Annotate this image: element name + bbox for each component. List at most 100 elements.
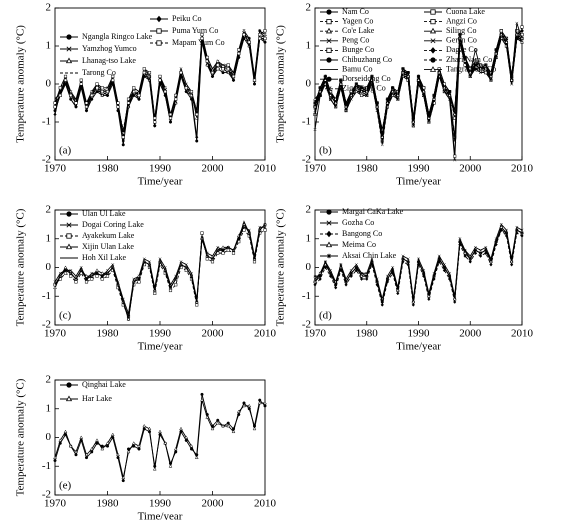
marker xyxy=(505,231,508,235)
marker xyxy=(65,243,73,250)
marker xyxy=(349,274,353,279)
marker xyxy=(326,220,332,226)
marker xyxy=(252,78,257,82)
legend-label: Puma Yum Co xyxy=(172,26,218,35)
marker xyxy=(411,119,416,124)
marker xyxy=(100,90,104,94)
marker xyxy=(360,93,364,97)
marker xyxy=(158,429,162,434)
marker xyxy=(326,9,332,15)
marker xyxy=(263,40,267,44)
marker xyxy=(226,67,230,71)
marker xyxy=(168,120,173,124)
marker xyxy=(173,446,178,451)
marker xyxy=(421,89,426,93)
marker xyxy=(66,222,72,228)
marker xyxy=(359,277,364,281)
marker xyxy=(385,100,390,105)
legend-label: Ngangla Ringco Lake xyxy=(82,32,153,41)
marker xyxy=(344,104,348,109)
marker xyxy=(79,266,83,269)
marker xyxy=(148,260,151,264)
marker xyxy=(416,74,421,79)
marker xyxy=(443,266,446,269)
marker xyxy=(189,444,194,448)
marker xyxy=(221,423,225,428)
x-tick-label: 1980 xyxy=(97,328,120,340)
marker xyxy=(430,38,436,44)
x-axis-label: Time/year xyxy=(396,341,441,353)
marker xyxy=(354,268,359,273)
marker xyxy=(313,279,317,284)
marker xyxy=(132,277,136,281)
marker xyxy=(484,245,488,249)
marker xyxy=(147,426,152,431)
marker xyxy=(231,429,236,434)
marker xyxy=(210,260,215,264)
marker xyxy=(520,40,524,44)
marker xyxy=(121,139,125,143)
marker xyxy=(344,282,348,287)
marker xyxy=(121,143,125,147)
marker xyxy=(132,86,136,90)
marker xyxy=(263,29,267,33)
panel-label: (d) xyxy=(319,310,332,322)
legend-label: Xijin Ulan Lake xyxy=(82,242,134,251)
marker xyxy=(158,74,162,78)
marker xyxy=(84,274,89,278)
marker xyxy=(499,225,504,229)
marker xyxy=(116,452,120,457)
marker xyxy=(116,101,120,105)
marker xyxy=(216,67,220,71)
marker xyxy=(326,38,332,44)
marker xyxy=(473,47,478,52)
marker xyxy=(66,233,72,239)
x-tick-label: 1990 xyxy=(149,163,172,175)
legend-label: Tangra Yum Co xyxy=(446,64,496,73)
legend-label: Cuona Lake xyxy=(446,7,485,16)
marker xyxy=(84,105,89,109)
marker xyxy=(447,93,452,97)
marker xyxy=(79,82,83,86)
marker xyxy=(489,74,493,78)
x-tick-label: 2000 xyxy=(459,163,482,175)
marker xyxy=(473,59,477,63)
marker xyxy=(453,158,457,162)
marker xyxy=(137,93,141,97)
marker xyxy=(401,70,405,74)
marker xyxy=(247,36,251,41)
marker xyxy=(329,97,333,101)
marker xyxy=(210,71,215,75)
marker xyxy=(370,257,374,261)
marker xyxy=(510,262,514,267)
legend-label: Yagen Co xyxy=(342,16,373,25)
marker xyxy=(247,403,252,408)
marker xyxy=(417,257,420,261)
marker xyxy=(168,288,173,293)
marker xyxy=(326,230,332,238)
marker xyxy=(121,475,126,480)
marker xyxy=(458,240,462,243)
marker xyxy=(95,82,99,86)
marker xyxy=(205,62,210,67)
marker xyxy=(437,254,441,258)
marker xyxy=(200,392,204,396)
legend-label: Ulan Ul Lake xyxy=(82,209,126,218)
marker xyxy=(354,263,358,267)
series-line xyxy=(54,37,266,145)
marker xyxy=(79,435,84,439)
marker xyxy=(452,112,457,116)
marker xyxy=(257,400,262,405)
marker xyxy=(432,274,436,278)
marker xyxy=(515,228,519,232)
marker xyxy=(463,254,467,258)
marker xyxy=(163,441,168,445)
marker xyxy=(247,40,251,44)
marker xyxy=(90,93,94,97)
marker xyxy=(131,441,136,445)
marker xyxy=(329,271,332,275)
marker xyxy=(430,9,436,15)
marker xyxy=(63,78,68,82)
marker xyxy=(263,404,267,408)
marker xyxy=(53,458,57,463)
